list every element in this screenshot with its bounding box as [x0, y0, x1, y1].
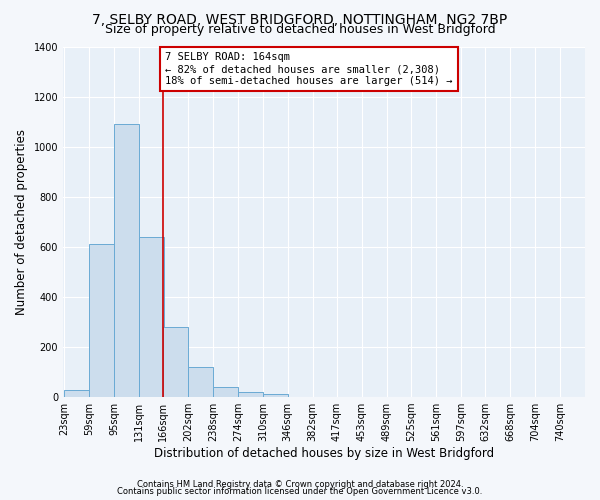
Text: Contains public sector information licensed under the Open Government Licence v3: Contains public sector information licen…: [118, 487, 482, 496]
Bar: [188, 367, 213, 397]
Text: 7 SELBY ROAD: 164sqm
← 82% of detached houses are smaller (2,308)
18% of semi-de: 7 SELBY ROAD: 164sqm ← 82% of detached h…: [166, 52, 453, 86]
Text: 7, SELBY ROAD, WEST BRIDGFORD, NOTTINGHAM, NG2 7BP: 7, SELBY ROAD, WEST BRIDGFORD, NOTTINGHA…: [92, 12, 508, 26]
Text: Size of property relative to detached houses in West Bridgford: Size of property relative to detached ho…: [104, 22, 496, 36]
Text: Contains HM Land Registry data © Crown copyright and database right 2024.: Contains HM Land Registry data © Crown c…: [137, 480, 463, 489]
X-axis label: Distribution of detached houses by size in West Bridgford: Distribution of detached houses by size …: [154, 447, 494, 460]
Bar: [139, 237, 164, 397]
Bar: [64, 390, 89, 397]
Bar: [163, 327, 188, 397]
Bar: [238, 392, 263, 397]
Bar: [213, 387, 238, 397]
Bar: [114, 124, 139, 397]
Bar: [263, 394, 288, 397]
Bar: [89, 244, 114, 397]
Y-axis label: Number of detached properties: Number of detached properties: [15, 129, 28, 315]
